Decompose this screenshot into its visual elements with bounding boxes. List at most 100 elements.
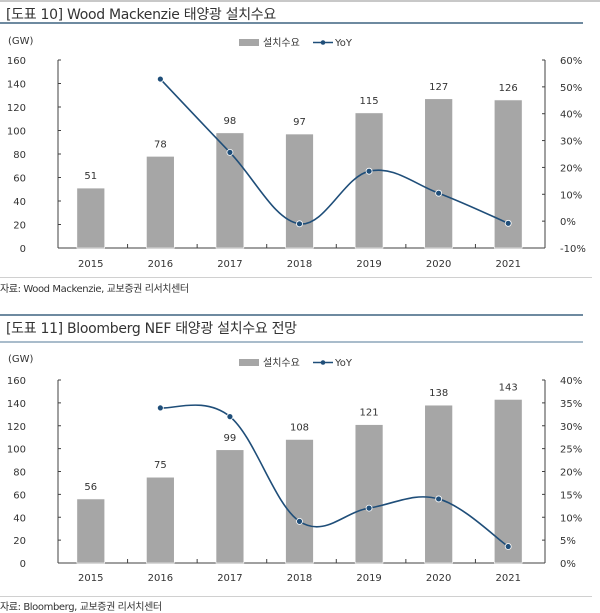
yoy-point-2018: [296, 220, 303, 228]
left-axis-tick-label: 20: [13, 221, 26, 232]
x-axis-category-label: 2016: [148, 259, 173, 270]
figure-11-divider: [0, 596, 592, 597]
chart-legend: 설치수요 YoY: [239, 37, 353, 49]
bar-data-label: 75: [154, 460, 167, 471]
legend-line-label: YoY: [334, 38, 353, 49]
left-axis-tick-label: 40: [13, 513, 26, 524]
bar-data-label: 97: [293, 117, 306, 128]
figure-11-title-rule: [0, 341, 583, 343]
x-axis-category-label: 2020: [426, 259, 451, 270]
right-axis-tick-label: 50%: [560, 83, 582, 94]
right-axis-tick-label: 0%: [560, 559, 576, 570]
bar-data-label: 56: [84, 482, 97, 493]
bar-data-label: 121: [360, 408, 379, 419]
figure-10-title: [도표 10] Wood Mackenzie 태양광 설치수요: [6, 7, 276, 23]
left-axis-tick-label: 60: [13, 490, 26, 501]
left-axis-tick-label: 20: [13, 536, 26, 547]
legend-line-marker: [320, 360, 326, 365]
figure-11-chart: (GW) 설치수요 YoY 0 20 40 60 80 100 120 140 160 0% 5% 10% 1…: [7, 354, 582, 584]
right-axis-tick-label: 5%: [560, 536, 576, 547]
bar-data-label: 51: [84, 171, 97, 182]
right-axis-tick-label: 15%: [560, 490, 582, 501]
yoy-point-2018: [296, 517, 303, 525]
y-axis-unit-label: (GW): [8, 354, 34, 365]
x-axis-category-label: 2021: [495, 259, 520, 270]
bar-2016: [146, 476, 175, 564]
yoy-point-2021: [504, 219, 512, 227]
x-axis-category-label: 2017: [217, 573, 242, 584]
figure-11-top-rule: [0, 314, 583, 316]
bar-2019: [354, 112, 384, 249]
yoy-point-2021: [504, 543, 512, 550]
chart-legend: 설치수요 YoY: [239, 357, 353, 369]
y-axis-unit-label: (GW): [8, 36, 34, 47]
left-axis-tick-label: 80: [13, 468, 26, 479]
figure-10-divider: [0, 277, 592, 278]
left-axis-tick-label: 120: [7, 422, 26, 433]
right-axis-tick-label: 40%: [560, 376, 582, 387]
x-axis-category-label: 2015: [78, 259, 103, 270]
bar-data-label: 115: [360, 96, 379, 107]
bar-2016: [146, 156, 175, 249]
left-axis-tick-label: 60: [13, 174, 26, 185]
figure-11-source: 자료: Bloomberg, 교보증권 리서치센터: [0, 602, 162, 613]
legend-line-label: YoY: [334, 358, 353, 369]
left-axis-tick-label: 160: [7, 376, 26, 387]
left-axis-tick-label: 80: [13, 150, 26, 161]
legend-bar-label: 설치수요: [263, 37, 300, 49]
right-axis-tick-label: 40%: [560, 110, 582, 121]
figure-10-chart: (GW) 설치수요 YoY 0 20 40 60 80 100 120 140 160 -10% 0% 10…: [7, 36, 586, 270]
yoy-point-2017: [226, 413, 234, 420]
yoy-point-2016: [156, 404, 164, 412]
right-axis-tick-label: 30%: [560, 422, 582, 433]
bar-data-label: 127: [429, 82, 448, 93]
bar-2020: [424, 404, 453, 564]
x-axis-category-label: 2016: [148, 573, 173, 584]
left-axis-tick-label: 0: [20, 244, 26, 255]
yoy-point-2016: [156, 75, 164, 83]
right-axis-tick-label: 35%: [560, 399, 582, 410]
left-axis-tick-label: 100: [7, 445, 26, 456]
bar-2015: [76, 187, 106, 249]
yoy-point-2019: [365, 504, 373, 512]
legend-bar-swatch: [239, 359, 259, 366]
bar-data-label: 126: [499, 83, 518, 94]
right-axis-tick-label: 60%: [560, 56, 582, 67]
legend-bar-swatch: [239, 39, 259, 46]
bar-data-label: 98: [224, 116, 237, 127]
right-axis-tick-label: 20%: [560, 468, 582, 479]
right-axis-tick-label: -10%: [560, 244, 586, 255]
bar-data-label: 108: [290, 422, 309, 433]
right-axis-tick-label: 10%: [560, 513, 582, 524]
left-axis-tick-label: 160: [7, 56, 26, 67]
left-axis-tick-label: 140: [7, 80, 26, 91]
bar-data-label: 143: [499, 382, 518, 393]
left-axis-tick-label: 100: [7, 127, 26, 138]
x-axis-category-label: 2020: [426, 573, 451, 584]
x-axis-category-label: 2017: [217, 259, 242, 270]
left-axis-tick-label: 40: [13, 197, 26, 208]
left-axis-tick-label: 0: [20, 559, 26, 570]
yoy-line: [160, 404, 509, 548]
right-axis-tick-label: 20%: [560, 163, 582, 174]
right-axis-tick-label: 25%: [560, 445, 582, 456]
bar-2015: [76, 498, 106, 564]
bar-2021: [493, 399, 523, 564]
x-axis-category-label: 2018: [287, 573, 312, 584]
x-axis-category-label: 2019: [356, 573, 381, 584]
figure-10-title-rule: [0, 22, 583, 24]
right-axis-tick-label: 30%: [560, 137, 582, 148]
bar-2018: [285, 133, 314, 249]
left-axis-tick-label: 140: [7, 399, 26, 410]
bar-data-label: 99: [224, 433, 237, 444]
right-axis-tick-label: 0%: [560, 217, 576, 228]
yoy-point-2019: [365, 167, 373, 175]
x-axis-category-label: 2015: [78, 573, 103, 584]
figure-10-source: 자료: Wood Mackenzie, 교보증권 리서치센터: [0, 284, 189, 295]
x-axis-category-label: 2019: [356, 259, 381, 270]
left-axis-tick-label: 120: [7, 103, 26, 114]
yoy-point-2020: [435, 495, 443, 503]
x-axis-category-label: 2021: [495, 573, 520, 584]
yoy-point-2017: [226, 148, 234, 156]
bar-2020: [424, 98, 453, 249]
